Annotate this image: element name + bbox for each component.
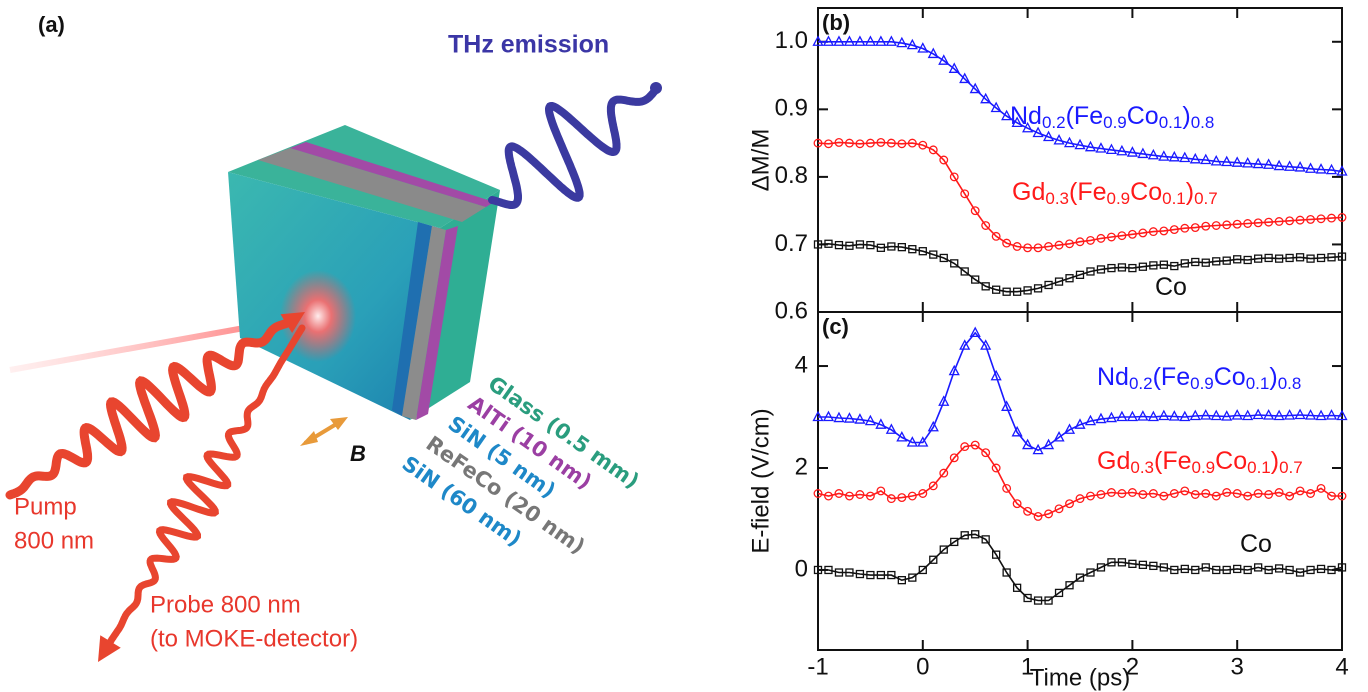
y-tick-label: 0.8 xyxy=(775,162,808,189)
x-tick-label: 3 xyxy=(1231,653,1244,680)
x-tick-label: -1 xyxy=(807,653,828,680)
arrow-head xyxy=(300,431,318,446)
series-label: Nd0.2(Fe0.9Co0.1)0.8 xyxy=(1010,102,1214,133)
plot-frame xyxy=(818,312,1342,650)
x-axis-title: Time (ps) xyxy=(1030,664,1130,691)
y-tick-label: 4 xyxy=(795,351,808,378)
pump-label: 800 nm xyxy=(14,527,94,554)
pump-label: Pump xyxy=(14,493,77,520)
series-line xyxy=(818,445,1342,516)
x-tick-label: 0 xyxy=(916,653,929,680)
series-label: Gd0.3(Fe0.9Co0.1)0.7 xyxy=(1012,178,1218,209)
y-tick-label: 0 xyxy=(795,555,808,582)
probe-label: (to MOKE-detector) xyxy=(150,625,358,652)
thz-label: THz emission xyxy=(448,31,609,59)
y-tick-label: 0.9 xyxy=(775,95,808,122)
schematic: (a) B THz emission Pump 800 nm Probe 800… xyxy=(10,12,662,662)
series-line xyxy=(818,244,1342,292)
series-label: Gd0.3(Fe0.9Co0.1)0.7 xyxy=(1097,447,1303,478)
thz-end xyxy=(650,82,662,94)
field-label: B xyxy=(350,441,366,466)
plot-frame xyxy=(818,8,1342,312)
panel-label: (a) xyxy=(38,12,65,37)
series-label: Co xyxy=(1240,530,1272,558)
figure: (a) B THz emission Pump 800 nm Probe 800… xyxy=(0,0,1368,692)
series-label: Nd0.2(Fe0.9Co0.1)0.8 xyxy=(1097,363,1301,394)
probe-label: Probe 800 nm xyxy=(150,591,301,618)
y-tick-label: 2 xyxy=(795,453,808,480)
y-tick-label: 0.6 xyxy=(775,297,808,324)
y-tick-label: 0.7 xyxy=(775,230,808,257)
y-axis-title: ΔM/M xyxy=(747,129,774,192)
series-label: Co xyxy=(1155,273,1187,301)
panel-label: (b) xyxy=(822,10,850,35)
panel-label: (c) xyxy=(822,314,849,339)
x-tick-label: 4 xyxy=(1335,653,1348,680)
y-axis-title: E-field (V/cm) xyxy=(747,408,774,553)
thz-beam xyxy=(492,89,657,205)
y-tick-label: 1.0 xyxy=(775,27,808,54)
